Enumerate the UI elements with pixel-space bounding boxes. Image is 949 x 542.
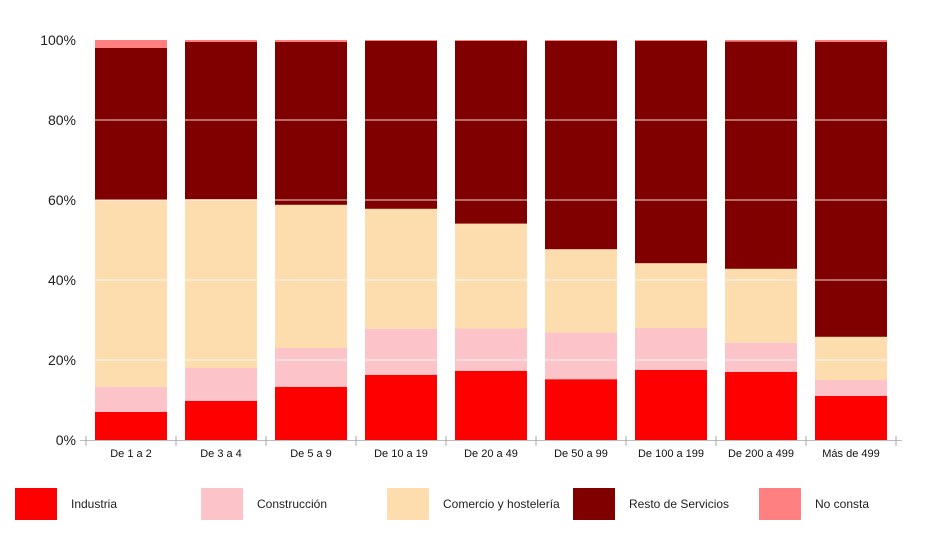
bar-segment-no-consta-1 [95, 40, 167, 48]
bar-segment-construcci-n-5 [455, 328, 527, 371]
bar-segment-resto-de-servicios-6 [545, 40, 617, 250]
bar-segment-construcci-n-3 [275, 348, 347, 387]
bar-segment-construcci-n-9 [815, 380, 887, 396]
legend-swatch [759, 488, 801, 520]
bar-segment-no-consta-2 [185, 40, 257, 42]
bar-segment-no-consta-4 [365, 40, 437, 41]
bar-segment-industria-8 [725, 372, 797, 440]
bar-segment-no-consta-7 [635, 40, 707, 41]
bar-segment-construcci-n-7 [635, 328, 707, 370]
bar-segment-resto-de-servicios-7 [635, 40, 707, 264]
bar-segment-industria-4 [365, 374, 437, 440]
bar-segment-no-consta-9 [815, 40, 887, 42]
bar-segment-comercio-y-hosteler-a-4 [365, 208, 437, 329]
y-tick-label: 0% [56, 432, 76, 448]
bar-segment-resto-de-servicios-8 [725, 41, 797, 269]
bar-segment-construcci-n-6 [545, 332, 617, 380]
legend-label: Industria [71, 497, 118, 511]
legend-label: Comercio y hostelería [443, 497, 560, 511]
legend-swatch [201, 488, 243, 520]
bar-segment-resto-de-servicios-3 [275, 42, 347, 205]
bar-segment-construcci-n-8 [725, 342, 797, 372]
bar-segment-construcci-n-4 [365, 328, 437, 375]
bar-segment-comercio-y-hosteler-a-8 [725, 268, 797, 343]
bar-segment-construcci-n-1 [95, 386, 167, 412]
bar-segment-construcci-n-2 [185, 368, 257, 401]
chart-legend: Industria Construcción Comercio y hosteler… [0, 488, 949, 522]
x-tick-label: De 20 a 49 [464, 448, 518, 460]
x-tick-label: De 50 a 99 [554, 448, 608, 460]
legend-item-construcci-n: Construcción [201, 488, 381, 520]
bar-segment-resto-de-servicios-2 [185, 42, 257, 200]
bar-segment-comercio-y-hosteler-a-9 [815, 336, 887, 380]
bar-segment-resto-de-servicios-4 [365, 40, 437, 209]
bar-segment-no-consta-8 [725, 40, 797, 42]
bar-segment-comercio-y-hosteler-a-5 [455, 223, 527, 329]
x-tick-label: De 3 a 4 [200, 448, 242, 460]
legend-label: Resto de Servicios [629, 497, 730, 511]
bar-segment-comercio-y-hosteler-a-1 [95, 200, 167, 387]
x-tick-label: De 5 a 9 [290, 448, 332, 460]
x-tick-label: De 100 a 199 [638, 448, 704, 460]
bar-segment-no-consta-5 [455, 40, 527, 41]
bar-segment-industria-5 [455, 370, 527, 440]
bar-segment-resto-de-servicios-5 [455, 40, 527, 224]
bar-segment-comercio-y-hosteler-a-3 [275, 204, 347, 348]
bar-segment-no-consta-3 [275, 40, 347, 42]
bar-segment-industria-7 [635, 370, 707, 440]
bar-segment-industria-3 [275, 386, 347, 440]
legend-item-resto-de-servicios: Resto de Servicios [573, 488, 753, 520]
legend-item-comercio-y-hosteler-a: Comercio y hostelería [387, 488, 567, 520]
legend-swatch [15, 488, 57, 520]
legend-item-industria: Industria [15, 488, 195, 520]
legend-swatch [387, 488, 429, 520]
bar-segment-industria-2 [185, 400, 257, 440]
y-tick-label: 60% [48, 192, 76, 208]
y-tick-label: 20% [48, 352, 76, 368]
legend-swatch [573, 488, 615, 520]
bar-segment-resto-de-servicios-1 [95, 48, 167, 200]
bar-segment-no-consta-6 [545, 40, 617, 41]
y-tick-label: 100% [40, 32, 76, 48]
legend-label: Construcción [257, 497, 328, 511]
bar-segment-comercio-y-hosteler-a-2 [185, 199, 257, 368]
bar-segment-resto-de-servicios-9 [815, 42, 887, 337]
chart-plot: 0% 20% 40% 60% 80% 100% De 1 a 2 De 3 a 4 De 5 a… [40, 32, 902, 460]
legend-label: No consta [815, 497, 870, 511]
bar-segment-industria-6 [545, 379, 617, 440]
y-tick-label: 40% [48, 272, 76, 288]
x-tick-label: Más de 499 [822, 448, 879, 460]
y-tick-label: 80% [48, 112, 76, 128]
bar-segment-industria-1 [95, 412, 167, 440]
legend-item-no-consta: No consta [759, 488, 939, 520]
x-tick-label: De 200 a 499 [728, 448, 794, 460]
bar-segment-comercio-y-hosteler-a-7 [635, 263, 707, 328]
x-tick-label: De 10 a 19 [374, 448, 428, 460]
x-tick-label: De 1 a 2 [110, 448, 152, 460]
bar-segment-industria-9 [815, 396, 887, 440]
bar-segment-comercio-y-hosteler-a-6 [545, 249, 617, 333]
